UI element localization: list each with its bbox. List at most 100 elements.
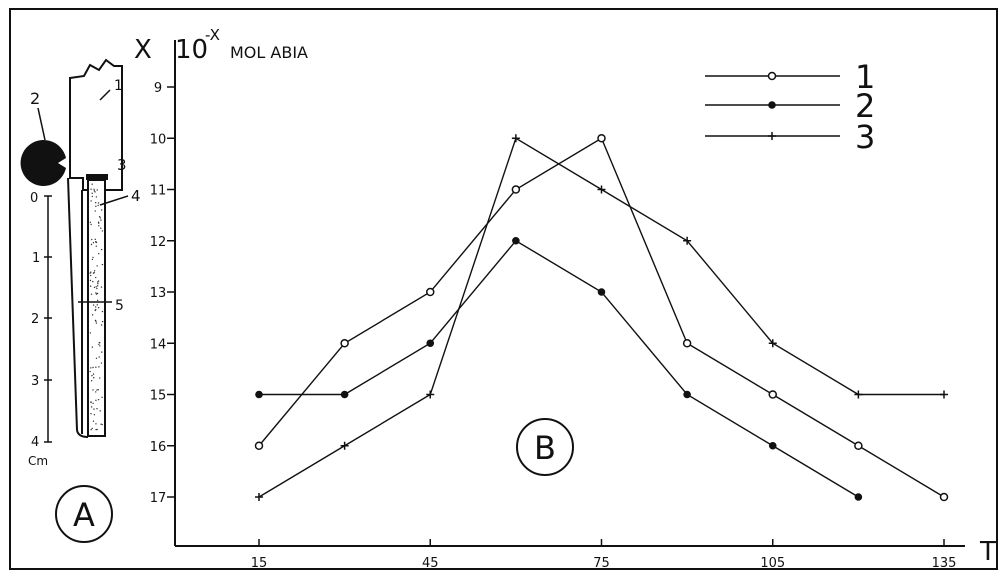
scale-label-3: 3 [31, 374, 39, 389]
callout-1: 1 [114, 78, 123, 94]
stipple-dot [101, 351, 103, 353]
stipple-dot [94, 306, 97, 308]
stipple-dot [91, 427, 93, 430]
stipple-dot [96, 287, 98, 290]
legend-item-2: 2 [705, 87, 875, 125]
data-point-open [682, 339, 692, 348]
stipple-dot [98, 356, 100, 358]
stipple-dot [95, 391, 97, 393]
data-point-filled [768, 101, 776, 109]
stipple-dot [92, 377, 95, 379]
stipple-dot [90, 367, 92, 369]
stipple-dot [101, 423, 103, 426]
y-tick-label: 14 [150, 337, 167, 352]
stipple-dot [91, 374, 93, 377]
data-point-plus [597, 185, 606, 194]
callout-5: 5 [115, 298, 124, 314]
stipple-dot [100, 219, 102, 221]
scale-label-2: 2 [31, 312, 39, 327]
stipple-dot [101, 263, 104, 266]
stipple-dot [100, 324, 103, 326]
legend-label: 2 [855, 87, 875, 125]
stipple-dot [91, 238, 93, 241]
figure-frame [9, 8, 998, 570]
stipple-dot [96, 265, 98, 267]
stipple-dot [96, 304, 98, 306]
stipple-dot [95, 428, 97, 431]
y-tick-label: 11 [150, 184, 167, 199]
panel-b-circle [516, 418, 574, 476]
stipple-dot [92, 256, 94, 259]
stipple-dot [92, 420, 95, 422]
stipple-dot [99, 410, 101, 412]
x-tick-label: 45 [422, 556, 439, 571]
data-point-filled [340, 390, 349, 399]
stipple-dot [98, 252, 100, 255]
stipple-dot [92, 280, 94, 283]
y-tick-label: 9 [154, 81, 162, 96]
stipple-dot [93, 414, 96, 416]
legend-label: 1 [855, 58, 875, 96]
callout-2: 2 [30, 89, 40, 108]
stipple-dot [90, 223, 92, 226]
stipple-dot [90, 406, 93, 408]
stipple-dot [93, 270, 96, 272]
legend: 123 [705, 58, 875, 156]
callout-line-2 [37, 107, 46, 141]
column-dots [89, 183, 104, 431]
stipple-dot [96, 389, 98, 391]
x-axis-title: T [979, 537, 996, 567]
series-line-2 [259, 239, 859, 498]
stipple-dot [101, 396, 103, 399]
data-point-plus [426, 390, 435, 399]
stipple-dot [95, 320, 97, 322]
stipple-dot [97, 221, 100, 223]
data-point-open [426, 287, 435, 297]
stipple-dot [97, 280, 100, 282]
stipple-dot [90, 200, 92, 202]
stipple-dot [99, 345, 101, 347]
data-point-open [340, 339, 349, 348]
data-point-filled [597, 288, 606, 296]
stipple-dot [96, 299, 99, 302]
stipple-dot [91, 195, 93, 198]
stipple-dot [91, 346, 94, 348]
stipple-dot [93, 286, 96, 289]
x-tick-label: 75 [593, 556, 610, 571]
stipple-dot [93, 408, 95, 410]
stipple-dot [89, 285, 92, 287]
data-point-filled [255, 390, 263, 399]
stipple-dot [92, 242, 95, 244]
ball-2 [20, 140, 67, 187]
callout-line-1 [99, 89, 111, 101]
stipple-dot [99, 217, 101, 219]
stipple-dot [90, 428, 92, 431]
stipple-dot [91, 192, 93, 194]
x-tick-label: 135 [932, 556, 957, 571]
stipple-dot [95, 202, 97, 204]
data-point-filled [512, 236, 520, 245]
stipple-dot [98, 366, 100, 368]
y-tick-label: 13 [150, 286, 167, 301]
series-3 [255, 134, 948, 501]
stipple-dot [92, 366, 94, 369]
data-point-plus [511, 134, 520, 143]
stipple-dot [95, 245, 98, 247]
y-tick-label: 12 [150, 235, 167, 250]
panel-a-circle [55, 485, 113, 543]
series-1 [254, 134, 949, 502]
callout-4: 4 [131, 187, 141, 205]
data-point-open [597, 134, 606, 143]
stipple-dot [101, 230, 104, 232]
stipple-dot [89, 274, 92, 277]
data-point-open [768, 390, 777, 399]
stipple-dot [95, 293, 98, 295]
stipple-dot [97, 389, 99, 391]
y-tick-label: 17 [150, 491, 167, 506]
y-tick-label: 10 [150, 132, 167, 147]
legend-label: 3 [855, 118, 875, 156]
y-axis-ten: 10 [175, 35, 208, 65]
stipple-dot [95, 292, 97, 294]
